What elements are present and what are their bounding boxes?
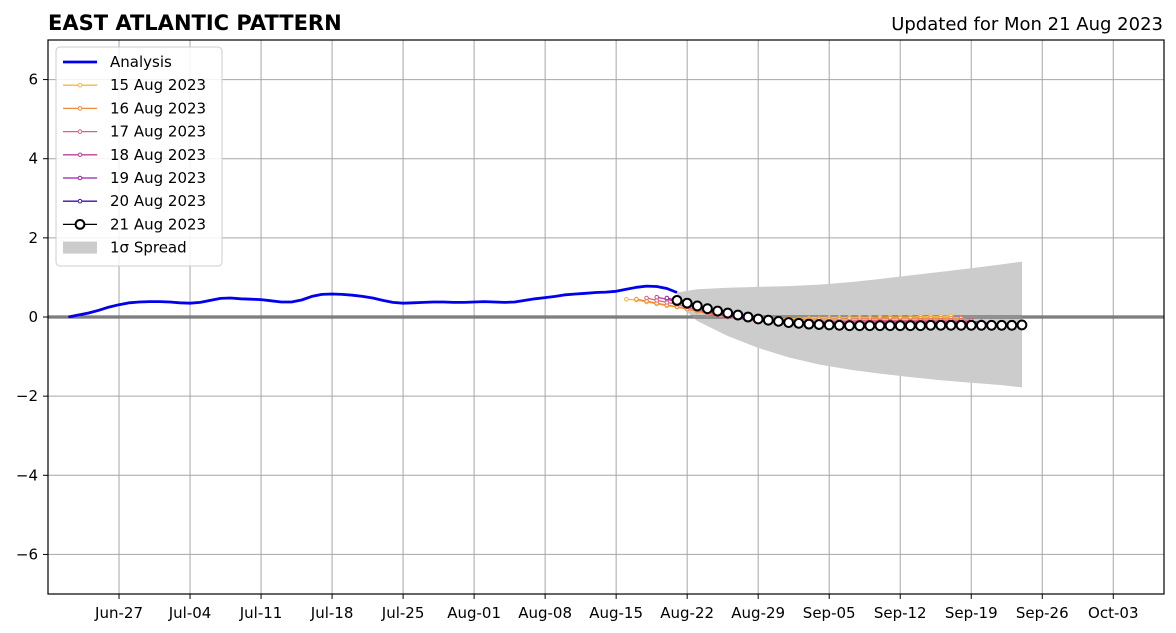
- legend-marker-15-aug-2023: [77, 82, 83, 88]
- current-forecast-point: [793, 317, 805, 329]
- current-forecast-point: [742, 311, 754, 323]
- current-forecast-point: [915, 320, 926, 332]
- legend-label-16-aug-2023: 16 Aug 2023: [110, 99, 206, 117]
- chart-title: EAST ATLANTIC PATTERN: [48, 11, 342, 35]
- current-forecast-point: [681, 297, 693, 309]
- current-forecast-point: [803, 318, 815, 330]
- current-forecast-point: [965, 319, 977, 331]
- forecast-point: [634, 296, 639, 302]
- series-layer: [68, 284, 1028, 332]
- x-tick-label: Jul-25: [381, 604, 425, 622]
- current-forecast-point: [762, 314, 774, 326]
- legend-label-19-aug-2023: 19 Aug 2023: [110, 169, 206, 187]
- current-forecast-point: [864, 320, 876, 332]
- legend-label-15-aug-2023: 15 Aug 2023: [110, 76, 206, 94]
- current-forecast-point: [833, 319, 845, 331]
- legend-label-20-aug-2023: 20 Aug 2023: [110, 192, 206, 210]
- legend-marker-18-aug-2023: [77, 152, 83, 158]
- current-forecast-point: [722, 307, 734, 319]
- current-forecast-point: [844, 320, 855, 332]
- y-tick-label: 6: [28, 71, 38, 89]
- current-forecast-point: [986, 319, 997, 331]
- forecast-point: [644, 295, 649, 301]
- current-forecast-point: [925, 319, 937, 331]
- current-forecast-point: [975, 319, 987, 331]
- current-forecast-point: [813, 319, 825, 330]
- current-forecast-point: [702, 303, 713, 315]
- x-tick-label: Aug-22: [660, 604, 714, 622]
- analysis-line: [68, 284, 678, 319]
- current-forecast-point: [712, 305, 723, 317]
- current-forecast-point: [752, 313, 764, 325]
- current-forecast-point: [884, 320, 896, 332]
- legend-label-17-aug-2023: 17 Aug 2023: [110, 123, 206, 141]
- y-tick-label: 4: [28, 150, 38, 168]
- forecast-point: [654, 294, 660, 300]
- legend-marker-20-aug-2023: [77, 198, 83, 204]
- current-forecast-point: [732, 309, 744, 321]
- current-forecast-point: [691, 300, 703, 312]
- y-tick-label: −6: [16, 545, 38, 563]
- current-forecast-point: [823, 319, 835, 331]
- current-forecast-point: [996, 319, 1008, 331]
- x-tick-label: Aug-01: [447, 604, 501, 622]
- legend-marker-17-aug-2023: [77, 129, 83, 134]
- legend-handle-spread: [63, 241, 97, 254]
- legend-label-21-aug-2023: 21 Aug 2023: [110, 215, 206, 233]
- current-forecast-point: [1006, 319, 1018, 331]
- legend-marker-21-aug-2023: [74, 219, 86, 230]
- current-forecast-point: [945, 319, 957, 331]
- current-forecast-point: [783, 317, 795, 328]
- current-forecast-point: [904, 320, 916, 332]
- current-forecast-point: [955, 319, 967, 331]
- current-forecast-point: [773, 315, 784, 327]
- x-tick-label: Aug-08: [518, 604, 572, 622]
- y-tick-label: −2: [16, 387, 38, 405]
- chart-subtitle: Updated for Mon 21 Aug 2023: [891, 14, 1163, 35]
- x-tick-label: Sep-26: [1016, 604, 1069, 622]
- x-tick-label: Sep-05: [803, 604, 856, 622]
- y-tick-label: 0: [28, 308, 38, 326]
- forecast-point: [664, 295, 670, 301]
- x-tick-label: Jun-27: [94, 604, 143, 622]
- legend-label-1-spread: 1σ Spread: [110, 239, 187, 257]
- forecast-point: [623, 296, 629, 302]
- x-tick-label: Aug-15: [589, 604, 643, 622]
- current-forecast-point: [894, 320, 906, 332]
- y-tick-label: 2: [28, 229, 38, 247]
- x-tick-label: Aug-29: [731, 604, 785, 622]
- legend-box: [55, 46, 223, 267]
- current-forecast-point: [854, 320, 866, 332]
- x-tick-label: Jul-04: [168, 604, 212, 622]
- y-tick-label: −4: [16, 466, 38, 484]
- legend-marker-16-aug-2023: [77, 106, 83, 111]
- current-forecast-point: [874, 320, 886, 332]
- legend-label-18-aug-2023: 18 Aug 2023: [110, 146, 206, 164]
- zero-line-layer: [48, 315, 1164, 319]
- x-tick-label: Jul-18: [310, 604, 354, 622]
- x-tick-label: Oct-03: [1088, 604, 1138, 622]
- current-forecast-series: [671, 294, 1028, 332]
- legend-marker-19-aug-2023: [77, 175, 83, 181]
- x-tick-label: Sep-12: [874, 604, 927, 622]
- legend-label-analysis: Analysis: [110, 53, 172, 71]
- current-forecast-point: [935, 319, 947, 331]
- axes: Jun-27 Jul-04 Jul-11 Jul-18 Jul-25 Aug-01 Aug-…: [16, 39, 1165, 622]
- x-tick-label: Sep-19: [945, 604, 998, 622]
- current-forecast-point: [1016, 319, 1028, 331]
- current-forecast-point: [671, 294, 683, 306]
- legend: Analysis 15 Aug 2023 16 Aug 2023 17 Aug 202…: [55, 46, 223, 267]
- x-tick-label: Jul-11: [239, 604, 283, 622]
